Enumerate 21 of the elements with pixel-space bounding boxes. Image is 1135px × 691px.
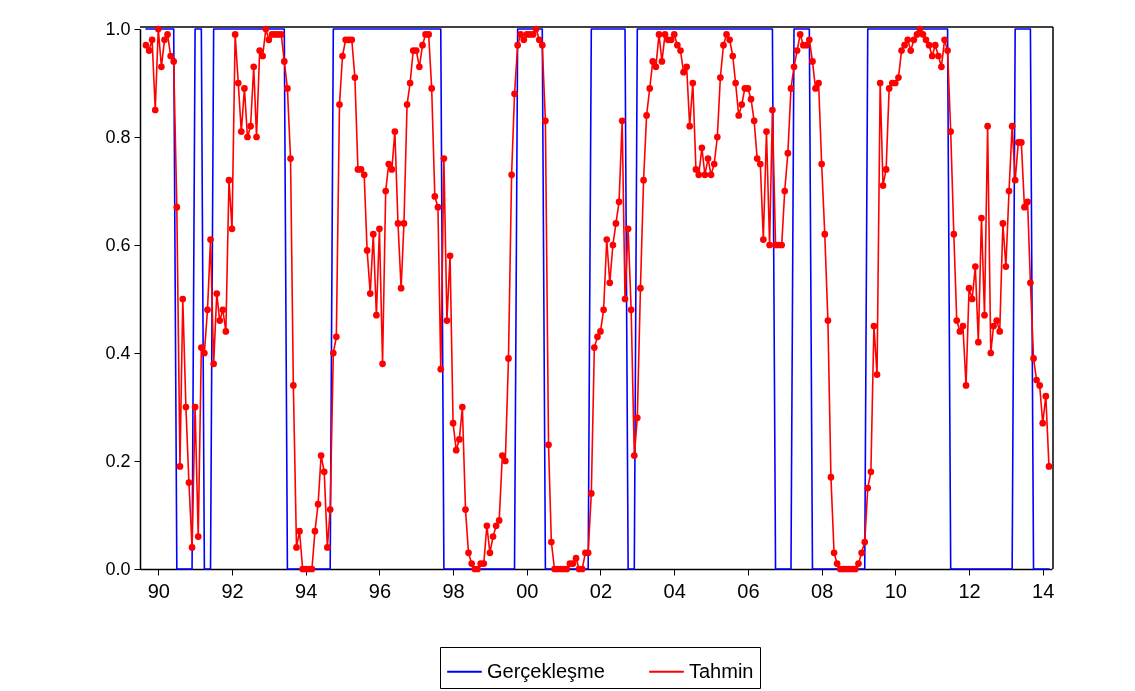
- x-tick-label: 08: [811, 579, 834, 602]
- x-tick-label: 90: [147, 579, 170, 602]
- x-tick-label: 02: [589, 579, 613, 602]
- x-tick-label: 92: [221, 579, 244, 602]
- y-tick-label: 0.0: [105, 558, 131, 579]
- x-tick-label: 12: [958, 579, 981, 602]
- x-tick-label: 04: [663, 579, 686, 602]
- y-tick-label: 0.2: [105, 450, 131, 471]
- legend-label: Gerçekleşme: [487, 659, 605, 682]
- y-tick-label: 0.6: [105, 234, 131, 255]
- x-tick-label: 10: [884, 579, 907, 602]
- y-tick-label: 0.4: [105, 342, 131, 363]
- x-tick-label: 14: [1032, 579, 1055, 602]
- y-tick-label: 1.0: [105, 18, 131, 39]
- x-tick-label: 06: [737, 579, 760, 602]
- y-tick-label: 0.8: [105, 126, 131, 147]
- x-tick-label: 94: [295, 579, 318, 602]
- x-tick-label: 96: [368, 579, 392, 602]
- x-tick-label: 00: [516, 579, 539, 602]
- legend-label: Tahmin: [689, 659, 754, 682]
- x-tick-label: 98: [442, 579, 465, 602]
